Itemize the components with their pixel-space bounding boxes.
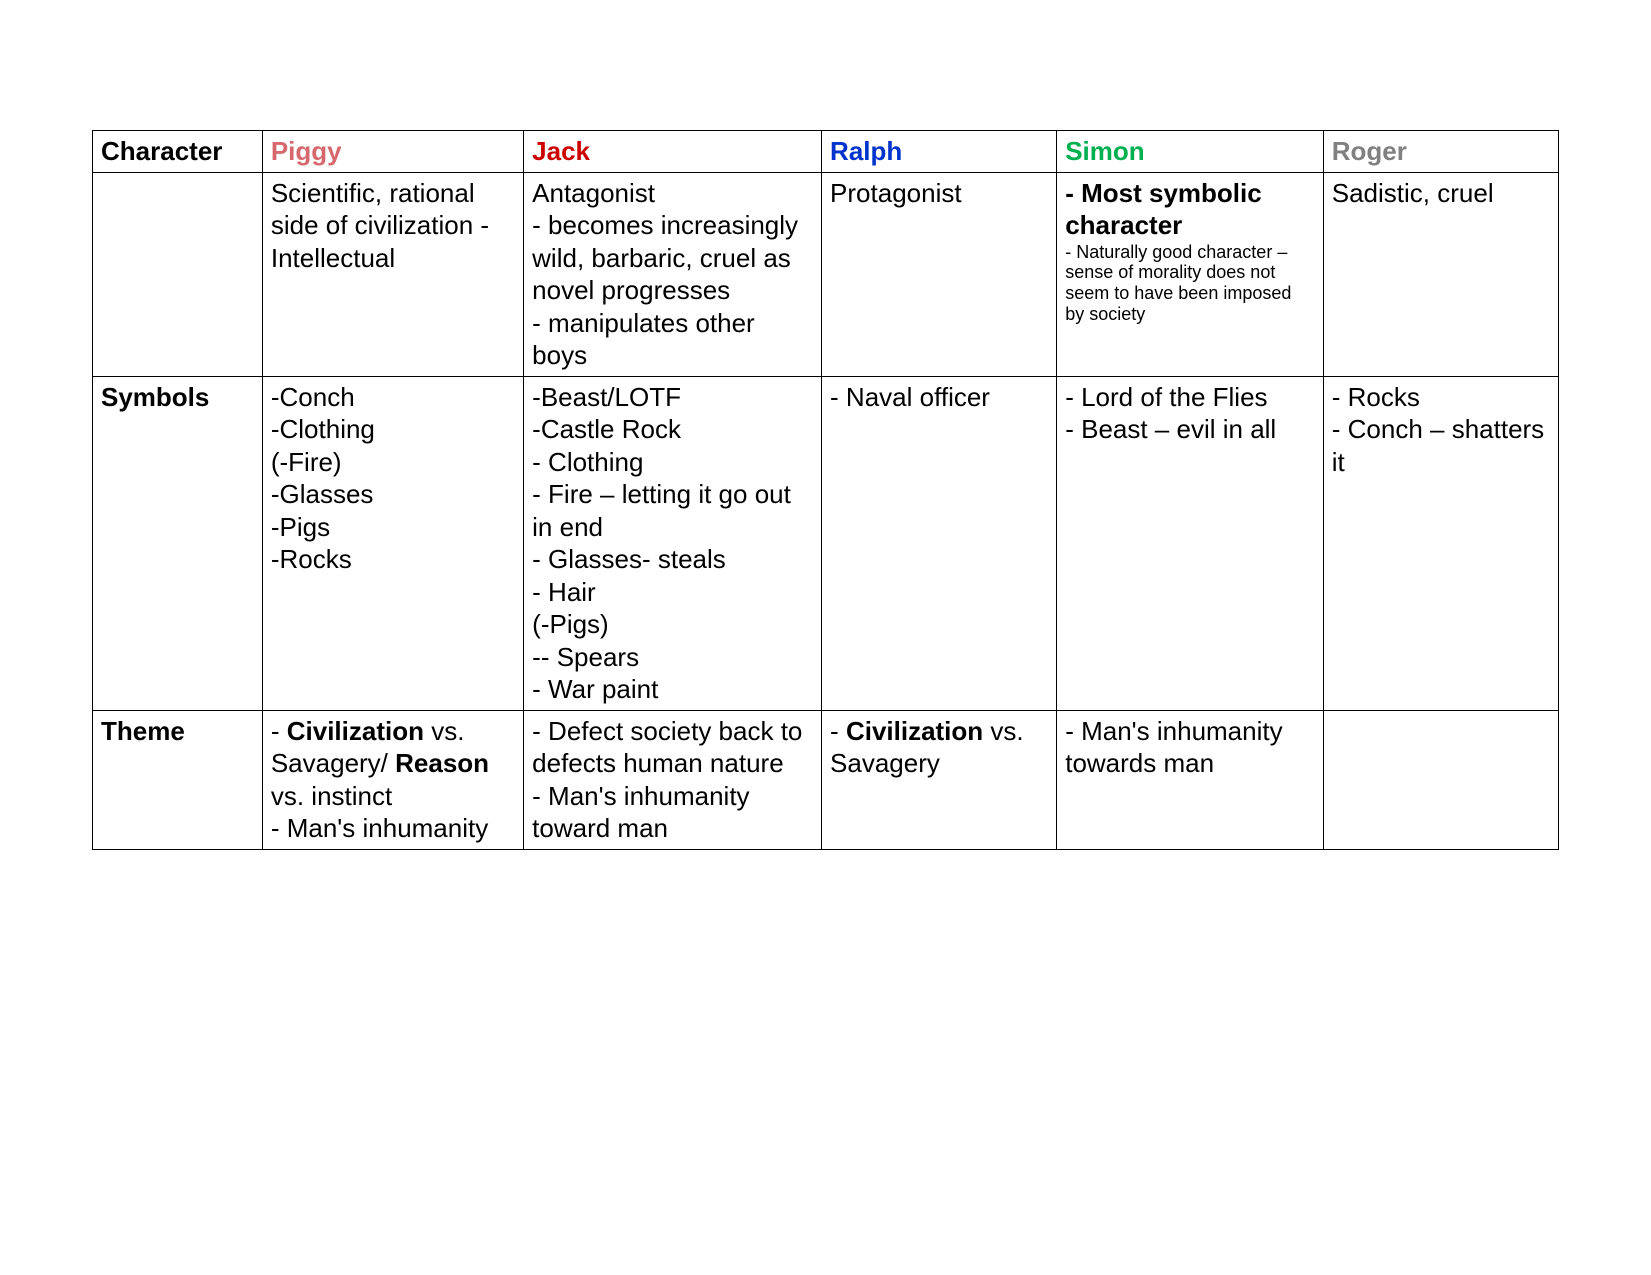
cell-desc-jack: Antagonist - becomes increasingly wild, … [524, 172, 822, 376]
cell-theme-jack: - Defect society back to defects human n… [524, 710, 822, 849]
cell-symbols-jack: -Beast/LOTF -Castle Rock - Clothing - Fi… [524, 376, 822, 710]
cell-symbols-roger: - Rocks - Conch – shatters it [1323, 376, 1558, 710]
table-row-symbols: Symbols -Conch -Clothing (-Fire) -Glasse… [93, 376, 1559, 710]
cell-theme-simon: - Man's inhumanity towards man [1057, 710, 1324, 849]
cell-symbols-label: Symbols [93, 376, 263, 710]
cell-symbols-ralph: - Naval officer [822, 376, 1057, 710]
cell-desc-simon-sub: - Naturally good character – sense of mo… [1065, 242, 1315, 325]
header-simon-text: Simon [1065, 136, 1144, 166]
table-row-header: Character Piggy Jack Ralph Simon Roger [93, 131, 1559, 173]
character-comparison-table: Character Piggy Jack Ralph Simon Roger S… [92, 130, 1559, 850]
header-jack-text: Jack [532, 136, 590, 166]
cell-desc-piggy: Scientific, rational side of civilizatio… [262, 172, 523, 376]
cell-theme-ralph: - Civilization vs. Savagery [822, 710, 1057, 849]
header-ralph-text: Ralph [830, 136, 902, 166]
header-simon: Simon [1057, 131, 1324, 173]
cell-desc-simon-bold: - Most symbolic character [1065, 178, 1261, 241]
cell-desc-simon: - Most symbolic character - Naturally go… [1057, 172, 1324, 376]
cell-desc-ralph: Protagonist [822, 172, 1057, 376]
header-jack: Jack [524, 131, 822, 173]
cell-desc-roger: Sadistic, cruel [1323, 172, 1558, 376]
header-roger-text: Roger [1332, 136, 1407, 166]
table-row-theme: Theme - Civilization vs. Savagery/ Reaso… [93, 710, 1559, 849]
cell-desc-label [93, 172, 263, 376]
header-character-label: Character [93, 131, 263, 173]
cell-symbols-simon: - Lord of the Flies - Beast – evil in al… [1057, 376, 1324, 710]
cell-theme-piggy: - Civilization vs. Savagery/ Reason vs. … [262, 710, 523, 849]
cell-symbols-piggy: -Conch -Clothing (-Fire) -Glasses -Pigs … [262, 376, 523, 710]
cell-theme-label: Theme [93, 710, 263, 849]
header-piggy-text: Piggy [271, 136, 342, 166]
table-row-description: Scientific, rational side of civilizatio… [93, 172, 1559, 376]
cell-theme-roger [1323, 710, 1558, 849]
header-roger: Roger [1323, 131, 1558, 173]
header-piggy: Piggy [262, 131, 523, 173]
header-ralph: Ralph [822, 131, 1057, 173]
